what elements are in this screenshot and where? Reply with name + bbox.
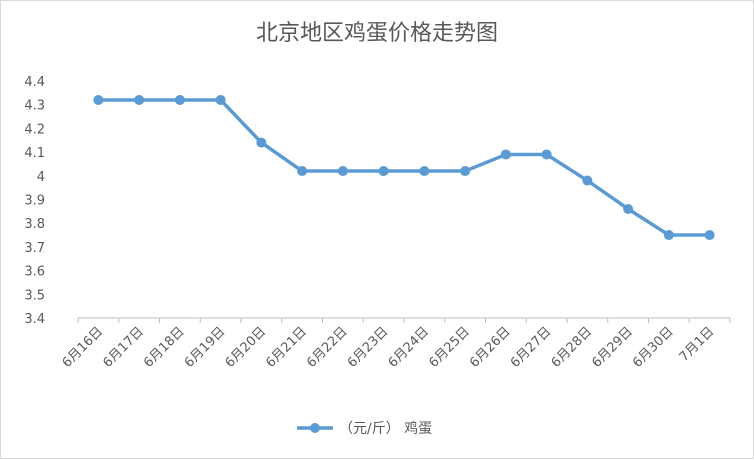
y-tick-labels: 3.4 3.5 3.6 3.7 3.8 3.9 4 4.1 4.2 4.3 4.4: [24, 75, 45, 327]
y-tick-label: 3.9: [24, 194, 45, 209]
data-point: [378, 166, 389, 177]
x-tick-label: 6月22日: [304, 324, 351, 371]
data-point: [337, 166, 348, 177]
x-tick-label: 6月24日: [386, 324, 433, 371]
data-point: [419, 166, 430, 177]
x-tick-labels: 6月16日6月17日6月18日6月19日6月20日6月21日6月22日6月23日…: [60, 324, 718, 371]
data-point: [174, 94, 185, 105]
y-tick-label: 3.7: [24, 241, 45, 256]
legend-label: （元/斤） 鸡蛋: [339, 420, 432, 437]
data-point: [215, 94, 226, 105]
x-tick-label: 6月21日: [263, 324, 310, 371]
data-point: [704, 230, 715, 241]
x-tick-label: 6月23日: [345, 324, 392, 371]
chart-title: 北京地区鸡蛋价格走势图: [255, 21, 498, 46]
y-tick-label: 3.4: [24, 312, 45, 327]
x-tick-label: 6月17日: [100, 324, 147, 371]
x-tick-label: 6月29日: [589, 324, 636, 371]
y-tick-label: 4: [37, 170, 45, 185]
y-tick-label: 4.4: [24, 75, 45, 90]
data-point: [663, 230, 674, 241]
legend: （元/斤） 鸡蛋: [297, 420, 432, 437]
data-point: [134, 94, 145, 105]
data-point: [582, 175, 593, 186]
data-point: [93, 94, 104, 105]
axes: [77, 317, 731, 323]
data-point: [297, 166, 308, 177]
data-point: [623, 203, 634, 214]
y-tick-label: 3.8: [24, 217, 45, 232]
data-point: [256, 137, 267, 148]
y-tick-label: 4.3: [24, 99, 45, 114]
series-group: [93, 94, 715, 241]
x-tick-label: 6月25日: [426, 324, 473, 371]
data-point: [500, 149, 511, 160]
x-tick-label: 6月16日: [60, 324, 107, 371]
x-tick-label: 6月26日: [467, 324, 514, 371]
x-tick-label: 6月27日: [508, 324, 555, 371]
data-point: [460, 166, 471, 177]
x-tick-label: 6月30日: [630, 324, 677, 371]
y-tick-label: 3.6: [24, 265, 45, 280]
x-tick-label: 6月20日: [223, 324, 270, 371]
y-tick-label: 3.5: [24, 288, 45, 303]
series-line: [98, 98, 710, 237]
x-tick-label: 6月19日: [182, 324, 229, 371]
x-tick-label: 6月28日: [549, 324, 596, 371]
x-tick-label: 6月18日: [141, 324, 188, 371]
x-tick-label: 7月1日: [677, 324, 718, 365]
y-tick-label: 4.1: [24, 146, 45, 161]
data-point: [541, 149, 552, 160]
legend-marker: [310, 423, 320, 433]
y-tick-label: 4.2: [24, 122, 45, 137]
